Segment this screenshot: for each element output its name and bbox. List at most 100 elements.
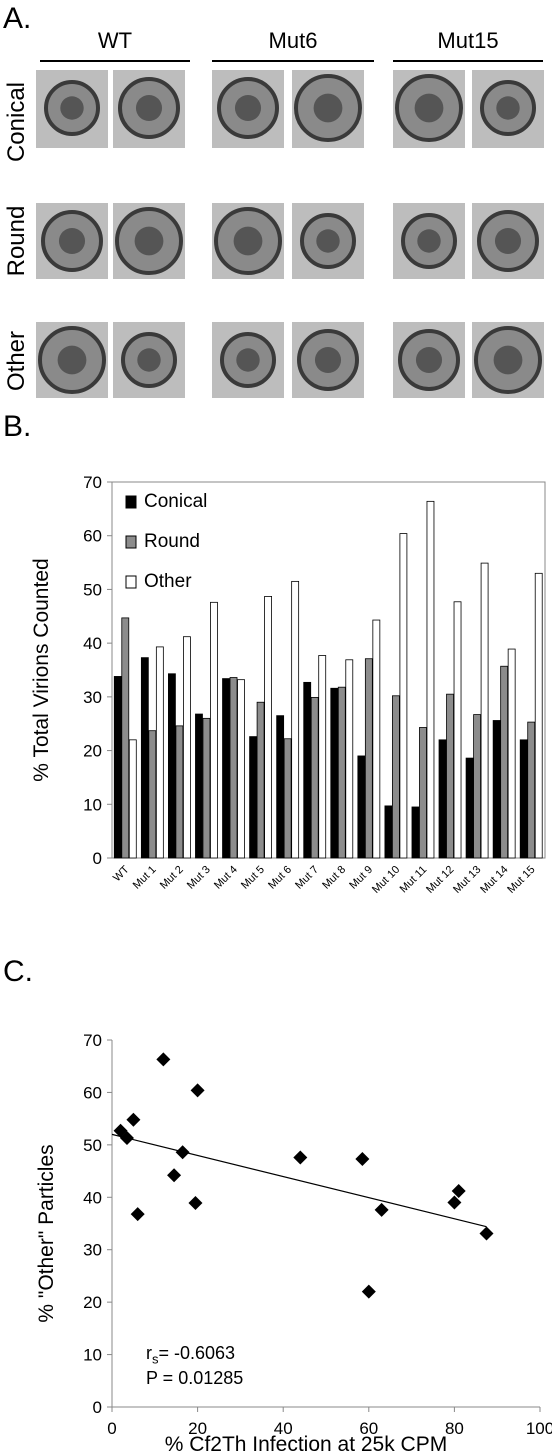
virion-core (314, 346, 342, 374)
data-point (156, 1052, 171, 1067)
y-tick-label: 70 (83, 473, 102, 492)
bar-conical (249, 736, 257, 859)
bar-round (392, 695, 400, 859)
x-tick-label: Mut 4 (212, 864, 240, 892)
bar-round (446, 693, 454, 859)
y-tick-label: 50 (83, 580, 102, 599)
virion-core (134, 226, 164, 256)
data-point (190, 1083, 205, 1098)
micrograph-mut6-round-1 (212, 203, 284, 279)
row-label-round: Round (3, 205, 30, 277)
y-axis-title: % Total Virions Counted (30, 558, 53, 781)
bar-other (507, 648, 516, 859)
x-tick-label: Mut 12 (424, 864, 456, 896)
bar-other (426, 500, 435, 859)
micrograph-mut15-other-2 (472, 322, 544, 398)
micrograph-wt-conical-2 (113, 70, 185, 148)
group-title-wt: WT (97, 28, 133, 53)
row-label-other: Other (3, 330, 30, 392)
data-point (447, 1195, 462, 1210)
micrograph-mut6-other-2 (292, 322, 364, 398)
bar-other (291, 580, 300, 859)
data-point (374, 1202, 389, 1217)
micrograph-mut6-conical-2 (292, 70, 364, 148)
virion-core (234, 94, 262, 122)
data-point (175, 1145, 190, 1160)
virion-core (233, 226, 263, 256)
y-tick-label: 20 (83, 1293, 102, 1312)
bar-round (202, 717, 211, 859)
x-tick-label: Mut 14 (478, 864, 510, 896)
bar-round (364, 658, 373, 859)
bar-round (229, 677, 238, 859)
y-tick-label: 10 (83, 795, 102, 814)
p-value-stat: P = 0.01285 (146, 1368, 244, 1388)
y-axis-title: % "Other" Particles (35, 1144, 58, 1322)
panel-a-letter: A. (3, 2, 32, 35)
bar-round (419, 727, 427, 859)
micrograph-mut15-conical-2 (472, 70, 544, 148)
group-underline-wt (40, 60, 190, 62)
x-tick-label: Mut 6 (266, 864, 294, 892)
y-tick-label: 70 (83, 1031, 102, 1050)
micrograph-wt-other-1 (36, 322, 108, 398)
group-title-mut15: Mut15 (437, 28, 499, 53)
bar-other (264, 596, 272, 859)
bar-round (500, 665, 509, 859)
x-tick-label: 100 (526, 1419, 552, 1438)
virion-core (60, 96, 84, 120)
y-tick-label: 0 (93, 1398, 102, 1417)
bar-other (534, 572, 543, 859)
virion-core (58, 227, 86, 255)
bar-conical (140, 657, 149, 859)
bar-other (372, 619, 381, 859)
x-tick-label: Mut 8 (320, 864, 348, 892)
bar-other (237, 679, 245, 859)
bar-conical (303, 681, 312, 859)
x-tick-label: Mut 13 (451, 864, 483, 896)
virion-core (313, 93, 343, 123)
bar-round (121, 617, 130, 859)
virion-core (316, 229, 340, 253)
x-tick-label: 40 (274, 1419, 293, 1438)
virion-core (417, 229, 441, 253)
virion-core (415, 346, 443, 374)
bar-conical (113, 676, 122, 859)
scatter-chart: 0 10 20 30 40 50 60 70 0 20 40 60 80 100 % "Other" Par… (35, 1031, 552, 1453)
bar-other (183, 636, 191, 859)
micrograph-mut6-round-2 (292, 203, 364, 279)
x-tick-label: 0 (107, 1419, 116, 1438)
bar-other (318, 655, 327, 859)
micrograph-mut15-conical-1 (393, 70, 465, 148)
y-tick-label: 30 (83, 688, 102, 707)
spearman-r-symbol: r (146, 1343, 152, 1363)
data-point (293, 1150, 308, 1165)
bar-round (256, 701, 265, 859)
bar-round (148, 730, 157, 859)
micrograph-mut15-round-2 (472, 203, 544, 279)
bar-other (155, 646, 164, 859)
bar-round (527, 721, 536, 859)
bar-round (337, 686, 346, 859)
bar-conical (222, 678, 230, 859)
panel-b-letter: B. (3, 410, 32, 443)
plot-frame (111, 481, 546, 859)
legend-label-conical: Conical (144, 491, 207, 512)
micrograph-mut6-conical-1 (212, 70, 284, 148)
x-tick-label: 60 (359, 1419, 378, 1438)
trend-line (111, 1133, 487, 1228)
y-tick-label: 30 (83, 1241, 102, 1260)
bar-conical (384, 805, 393, 859)
group-title-mut6: Mut6 (268, 28, 318, 53)
legend-swatch-conical (125, 495, 137, 509)
x-tick-label: 20 (188, 1419, 207, 1438)
row-label-conical: Conical (3, 81, 30, 163)
spearman-r-subscript: s (152, 1351, 159, 1367)
x-tick-label: Mut 2 (158, 864, 186, 892)
micrograph-mut6-other-1 (212, 322, 284, 398)
virion-core (414, 93, 444, 123)
x-tick-label: 80 (445, 1419, 464, 1438)
bar-other (345, 659, 354, 859)
y-tick-label: 0 (93, 849, 102, 868)
y-tick-label: 50 (83, 1136, 102, 1155)
